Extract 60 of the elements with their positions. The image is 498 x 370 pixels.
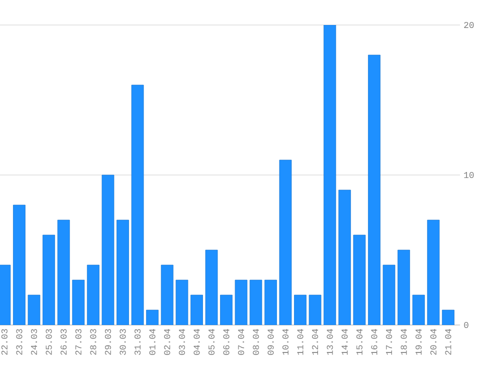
- x-tick-label: 23.03: [16, 329, 22, 355]
- x-tick-label: 14.04: [342, 328, 348, 355]
- bar: [250, 280, 262, 325]
- y-tick-label: 10: [464, 172, 474, 178]
- bar: [264, 280, 277, 325]
- bar: [205, 250, 218, 325]
- bar: [116, 220, 129, 325]
- bar: [427, 220, 440, 325]
- x-tick-label: 31.03: [134, 329, 141, 355]
- x-tick-label: 11.04: [297, 328, 304, 355]
- x-tick-label: 17.04: [386, 328, 392, 355]
- x-tick-label: 09.04: [268, 328, 274, 355]
- x-tick-label: 05.04: [208, 328, 215, 355]
- x-tick-label: 22.03: [1, 329, 8, 355]
- x-tick-label: 01.04: [149, 328, 156, 355]
- x-tick-label: 10.04: [282, 328, 289, 355]
- bar: [279, 160, 292, 325]
- x-tick-label: 13.04: [326, 328, 333, 355]
- bar: [42, 234, 56, 325]
- bar: [102, 174, 114, 325]
- x-tick-label: 04.04: [194, 328, 200, 355]
- x-tick-label: 19.04: [416, 328, 422, 355]
- x-tick-label: 12.04: [312, 328, 318, 355]
- x-tick-label: 08.04: [252, 328, 259, 355]
- x-tick-label: 24.03: [30, 329, 38, 355]
- x-tick-label: 29.03: [104, 329, 112, 355]
- bar: [294, 294, 306, 325]
- bar: [324, 25, 336, 325]
- bar: [57, 220, 70, 325]
- bar: [338, 190, 351, 325]
- x-tick-label: 15.04: [356, 328, 362, 355]
- y-tick-label: 0: [464, 322, 468, 328]
- bar: [131, 84, 144, 325]
- x-tick-label: 07.04: [238, 328, 244, 355]
- bar: [234, 280, 248, 325]
- bar: [368, 54, 380, 325]
- x-tick-label: 26.03: [60, 329, 67, 355]
- x-tick-label: 20.04: [430, 328, 436, 355]
- x-tick-label: 06.04: [223, 328, 230, 355]
- x-tick-label: 16.04: [371, 328, 378, 355]
- bar: [72, 280, 85, 325]
- x-tick-label: 27.03: [75, 329, 82, 355]
- x-tick-label: 28.03: [90, 329, 96, 355]
- bar: [382, 264, 396, 325]
- bar: [398, 250, 410, 325]
- bar: [353, 234, 366, 325]
- x-tick-label: 21.04: [445, 328, 452, 355]
- bar: [160, 264, 174, 325]
- x-tick-label: 02.04: [164, 328, 170, 355]
- y-tick-label: 20: [464, 22, 474, 28]
- x-tick-label: 03.04: [178, 328, 185, 355]
- bar: [220, 294, 233, 325]
- bar: [13, 204, 26, 325]
- bar: [176, 280, 188, 325]
- x-tick-label: 25.03: [46, 329, 52, 355]
- bar: [190, 294, 203, 325]
- bar: [86, 264, 100, 325]
- bar: [412, 294, 425, 325]
- x-tick-label: 30.03: [120, 329, 126, 355]
- x-tick-label: 18.04: [400, 328, 407, 355]
